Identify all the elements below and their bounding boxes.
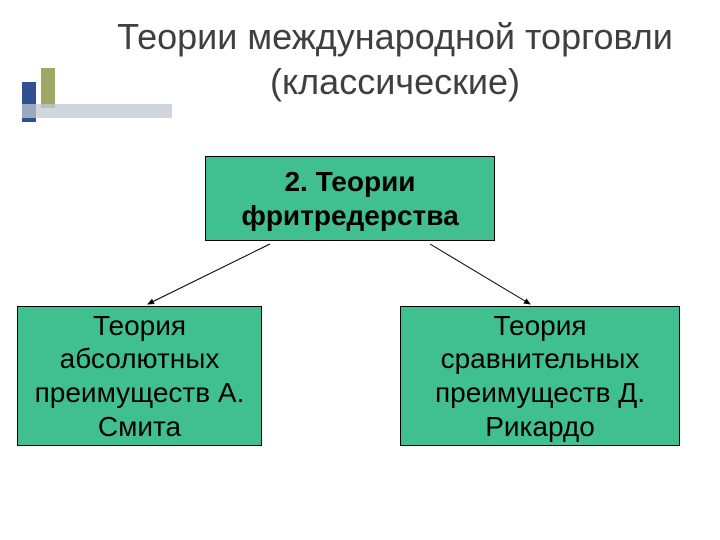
diagram-node-right: Теория сравнительных преимуществ Д. Рика…: [400, 306, 680, 446]
slide-title: Теории международной торговли (классичес…: [115, 14, 675, 104]
diagram-node-top: 2. Теории фритредерства: [205, 156, 495, 241]
diagram-node-left-label: Теория абсолютных преимуществ А. Смита: [24, 309, 255, 443]
diagram-node-left: Теория абсолютных преимуществ А. Смита: [17, 306, 262, 446]
diagram-node-right-label: Теория сравнительных преимуществ Д. Рика…: [407, 309, 673, 443]
diagram-node-top-label: 2. Теории фритредерства: [210, 165, 490, 232]
